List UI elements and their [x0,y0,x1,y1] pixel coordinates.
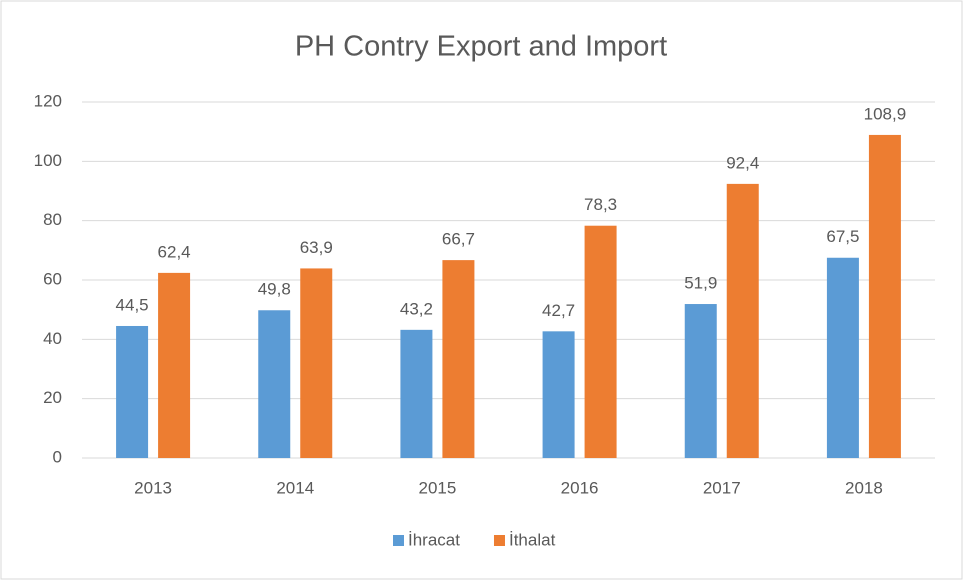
data-label: 44,5 [116,295,149,314]
x-tick-label: 2017 [703,478,741,497]
data-label: 51,9 [684,274,717,293]
x-tick-label: 2013 [134,478,172,497]
chart-title: PH Contry Export and Import [295,31,667,63]
data-label: 66,7 [442,230,475,249]
data-label: 78,3 [584,195,617,214]
data-label: 92,4 [726,153,759,172]
x-tick-label: 2018 [845,478,883,497]
y-tick-label: 80 [43,210,62,229]
data-label: 42,7 [542,301,575,320]
legend-swatch [493,535,505,546]
data-label: 43,2 [400,299,433,318]
data-label: 49,8 [258,280,291,299]
data-label: 63,9 [300,238,333,257]
legend-label: İthalat [509,530,556,549]
bar [542,331,575,458]
data-label: 108,9 [864,104,907,123]
y-tick-label: 20 [43,388,62,407]
legend-label: İhracat [408,530,460,549]
x-tick-label: 2015 [419,478,457,497]
bar [726,183,759,458]
bar [868,134,901,458]
y-tick-label: 40 [43,329,62,348]
x-tick-label: 2016 [561,478,599,497]
bar [158,272,191,458]
x-tick-label: 2014 [276,478,314,497]
bar [258,310,291,458]
bar [116,325,149,458]
bar [826,257,859,458]
bar [300,268,333,458]
data-label: 67,5 [826,227,859,246]
bar [400,329,433,458]
y-tick-label: 0 [53,447,62,466]
bar [442,260,475,458]
y-tick-label: 60 [43,269,62,288]
data-label: 62,4 [158,242,191,261]
y-tick-label: 120 [34,91,62,110]
bar [684,304,717,458]
y-tick-label: 100 [34,151,62,170]
legend-swatch [393,535,404,546]
bar [584,225,617,458]
